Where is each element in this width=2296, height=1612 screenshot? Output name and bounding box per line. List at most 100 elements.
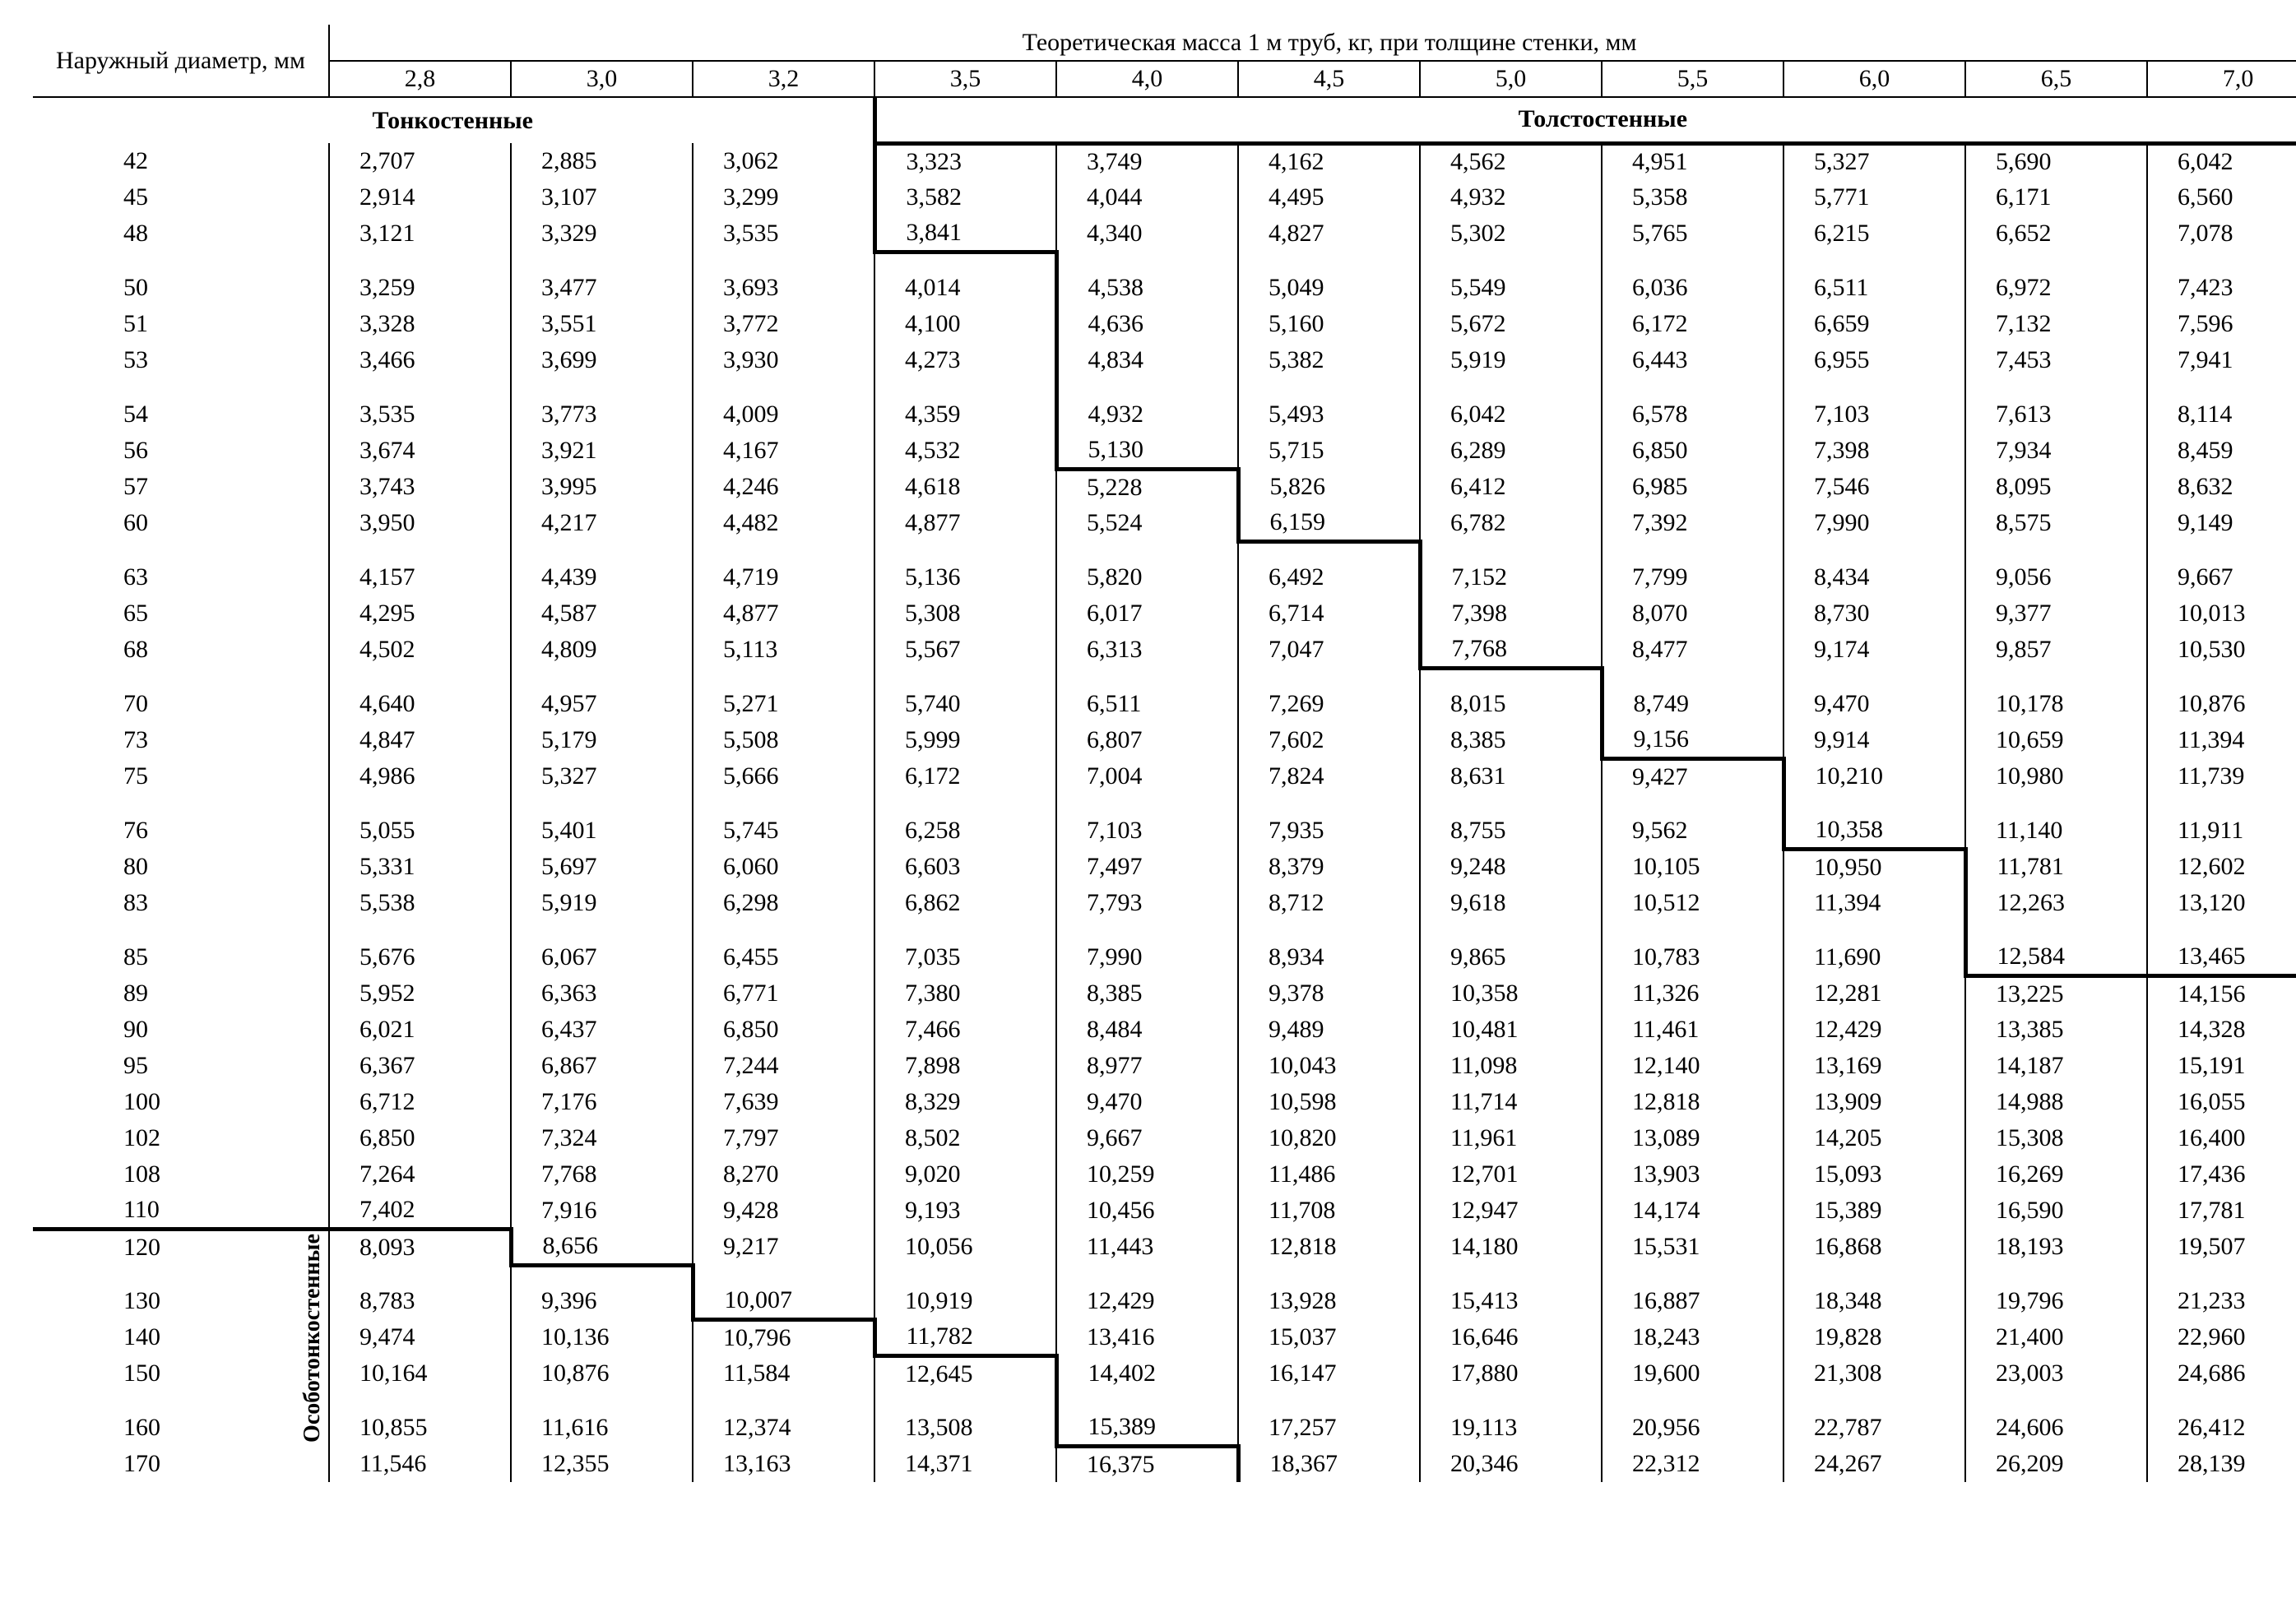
cell-value: 15,413 (1420, 1283, 1602, 1319)
cell-value: 6,363 (511, 975, 693, 1012)
cell-value: 18,193 (1965, 1229, 2147, 1265)
cell-value: 8,095 (1965, 469, 2147, 505)
cell-value: 4,359 (874, 396, 1056, 433)
cell-value: 3,259 (329, 270, 511, 306)
cell-value: 3,328 (329, 306, 511, 342)
cell-value: 6,714 (1238, 595, 1420, 632)
cell-value: 9,470 (1783, 686, 1965, 722)
cell-value: 9,427 (1602, 758, 1783, 794)
cell-value: 18,243 (1602, 1319, 1783, 1355)
cell-value: 13,089 (1602, 1120, 1783, 1156)
cell-value: 8,459 (2147, 433, 2296, 469)
cell-value: 9,056 (1965, 559, 2147, 595)
cell-value: 10,950 (1783, 849, 1965, 885)
cell-value: 6,215 (1783, 215, 1965, 252)
cell-value: 11,140 (1965, 813, 2147, 849)
cell-value: 2,914 (329, 179, 511, 215)
table-row: 95 6,367 6,867 7,244 7,898 8,977 10,043 … (33, 1048, 2296, 1084)
cell-value: 6,850 (1602, 433, 1783, 469)
cell-value: 6,862 (874, 885, 1056, 921)
cell-value: 7,613 (1965, 396, 2147, 433)
section-extra-thin-wrap: Особотонкостенные (296, 1229, 329, 1446)
cell-value: 16,590 (1965, 1193, 2147, 1229)
cell-value: 17,781 (2147, 1193, 2296, 1229)
cell-value: 10,919 (874, 1283, 1056, 1319)
cell-value: 10,980 (1965, 758, 2147, 794)
cell-diameter: 50 (33, 270, 296, 306)
cell-value: 4,439 (511, 559, 693, 595)
cell-value: 11,443 (1056, 1229, 1238, 1265)
cell-value: 4,217 (511, 505, 693, 541)
cell-value: 3,551 (511, 306, 693, 342)
cell-value: 5,228 (1056, 469, 1238, 505)
cell-value: 7,244 (693, 1048, 874, 1084)
cell-value: 8,385 (1056, 975, 1238, 1012)
cell-value: 12,281 (1783, 975, 1965, 1012)
header-col: 7,0 (2147, 61, 2296, 97)
cell-value: 5,331 (329, 849, 511, 885)
cell-value: 8,434 (1783, 559, 1965, 595)
cell-value: 5,524 (1056, 505, 1238, 541)
table-row: 83 5,538 5,919 6,298 6,862 7,793 8,712 9… (33, 885, 2296, 921)
cell-value: 6,060 (693, 849, 874, 885)
cell-value: 6,603 (874, 849, 1056, 885)
cell-value: 8,329 (874, 1084, 1056, 1120)
cell-value: 4,495 (1238, 179, 1420, 215)
cell-diameter: 150 (33, 1355, 296, 1392)
cell-value: 13,928 (1238, 1283, 1420, 1319)
cell-value: 3,535 (329, 396, 511, 433)
cell-value: 18,348 (1783, 1283, 1965, 1319)
cell-diameter: 89 (33, 975, 296, 1012)
cell-value: 10,659 (1965, 722, 2147, 758)
cell-diameter: 70 (33, 686, 296, 722)
table-row: 80 5,331 5,697 6,060 6,603 7,497 8,379 9… (33, 849, 2296, 885)
cell-value: 4,951 (1602, 143, 1783, 179)
cell-value: 12,429 (1056, 1283, 1238, 1319)
cell-value: 24,686 (2147, 1355, 2296, 1392)
cell-value: 3,299 (693, 179, 874, 215)
table-row: 54 3,535 3,773 4,009 4,359 4,932 5,493 6… (33, 396, 2296, 433)
header-col: 5,5 (1602, 61, 1783, 97)
cell-value: 9,914 (1783, 722, 1965, 758)
cell-value: 2,885 (511, 143, 693, 179)
cell-diameter: 65 (33, 595, 296, 632)
cell-diameter: 110 (33, 1193, 296, 1229)
cell-value: 16,868 (1783, 1229, 1965, 1265)
cell-value: 6,712 (329, 1084, 511, 1120)
cell-value: 21,233 (2147, 1283, 2296, 1319)
cell-value: 6,017 (1056, 595, 1238, 632)
cell-value: 10,530 (2147, 632, 2296, 668)
cell-value: 6,289 (1420, 433, 1602, 469)
table-row: 102 6,850 7,324 7,797 8,502 9,667 10,820… (33, 1120, 2296, 1156)
cell-diameter: 45 (33, 179, 296, 215)
cell-value: 3,841 (874, 215, 1056, 252)
cell-diameter: 57 (33, 469, 296, 505)
cell-value: 3,466 (329, 342, 511, 378)
cell-value: 4,482 (693, 505, 874, 541)
cell-diameter: 73 (33, 722, 296, 758)
table-row: 160 10,855 11,616 12,374 13,508 15,389 1… (33, 1410, 2296, 1446)
cell-value: 9,470 (1056, 1084, 1238, 1120)
cell-value: 11,690 (1783, 939, 1965, 975)
cell-value: 7,935 (1238, 813, 1420, 849)
cell-value: 4,014 (874, 270, 1056, 306)
cell-value: 15,389 (1783, 1193, 1965, 1229)
cell-value: 4,834 (1056, 342, 1238, 378)
cell-value: 10,358 (1783, 813, 1965, 849)
table-row: 50 3,259 3,477 3,693 4,014 4,538 5,049 5… (33, 270, 2296, 306)
cell-value: 13,909 (1783, 1084, 1965, 1120)
cell-value: 4,044 (1056, 179, 1238, 215)
cell-value: 7,004 (1056, 758, 1238, 794)
cell-value: 13,903 (1602, 1156, 1783, 1193)
cell-value: 4,640 (329, 686, 511, 722)
cell-value: 6,042 (1420, 396, 1602, 433)
cell-value: 8,502 (874, 1120, 1056, 1156)
header-col: 5,0 (1420, 61, 1602, 97)
cell-value: 5,493 (1238, 396, 1420, 433)
cell-value: 11,708 (1238, 1193, 1420, 1229)
cell-value: 5,771 (1783, 179, 1965, 215)
cell-value: 17,436 (2147, 1156, 2296, 1193)
cell-value: 9,474 (329, 1319, 511, 1355)
cell-value: 6,652 (1965, 215, 2147, 252)
cell-value: 12,645 (874, 1355, 1056, 1392)
